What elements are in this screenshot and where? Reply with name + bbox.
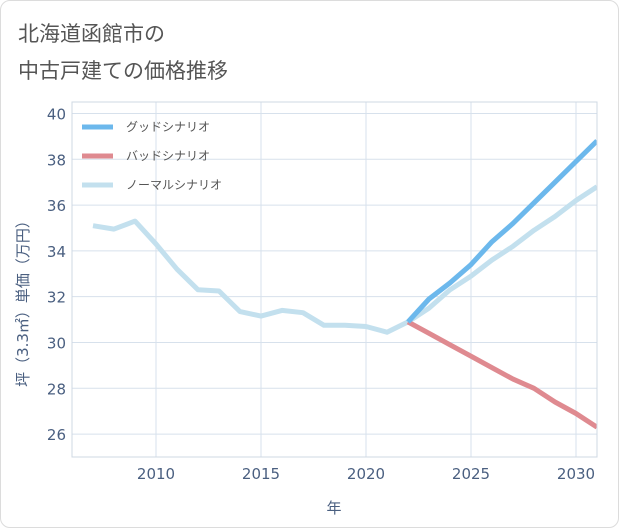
y-tick-label: 38 <box>47 151 66 169</box>
x-axis-ticks: 2010 2015 2020 2025 2030 <box>137 465 595 483</box>
y-axis-title: 坪（3.3㎡）単価（万円） <box>14 213 32 387</box>
plot-area <box>71 101 598 458</box>
y-tick-label: 36 <box>47 197 66 215</box>
plot-frame <box>71 101 598 458</box>
legend-label: バッドシナリオ <box>126 149 210 163</box>
series-line-0 <box>406 139 597 324</box>
x-tick-label: 2030 <box>557 465 595 483</box>
legend-label: ノーマルシナリオ <box>126 178 222 192</box>
chart-title-line-1: 北海道函館市の <box>18 22 165 46</box>
series-line-1 <box>406 319 597 430</box>
x-tick-label: 2020 <box>347 465 385 483</box>
y-tick-label: 28 <box>47 380 66 398</box>
x-tick-label: 2010 <box>137 465 175 483</box>
x-tick-label: 2015 <box>242 465 280 483</box>
series-line-2 <box>92 184 597 335</box>
legend-label: グッドシナリオ <box>126 120 210 134</box>
y-tick-label: 32 <box>47 289 66 307</box>
chart-title-line-2: 中古戸建ての価格推移 <box>18 59 228 83</box>
y-tick-label: 34 <box>47 243 66 261</box>
series-lines <box>92 139 597 430</box>
grid-lines <box>72 102 597 457</box>
y-tick-label: 26 <box>47 426 66 444</box>
x-tick-label: 2025 <box>452 465 490 483</box>
y-tick-label: 40 <box>47 105 66 123</box>
y-axis-ticks: 26 28 30 32 34 36 38 40 <box>47 105 66 444</box>
x-axis-title: 年 <box>326 499 341 517</box>
y-tick-label: 30 <box>47 334 66 352</box>
